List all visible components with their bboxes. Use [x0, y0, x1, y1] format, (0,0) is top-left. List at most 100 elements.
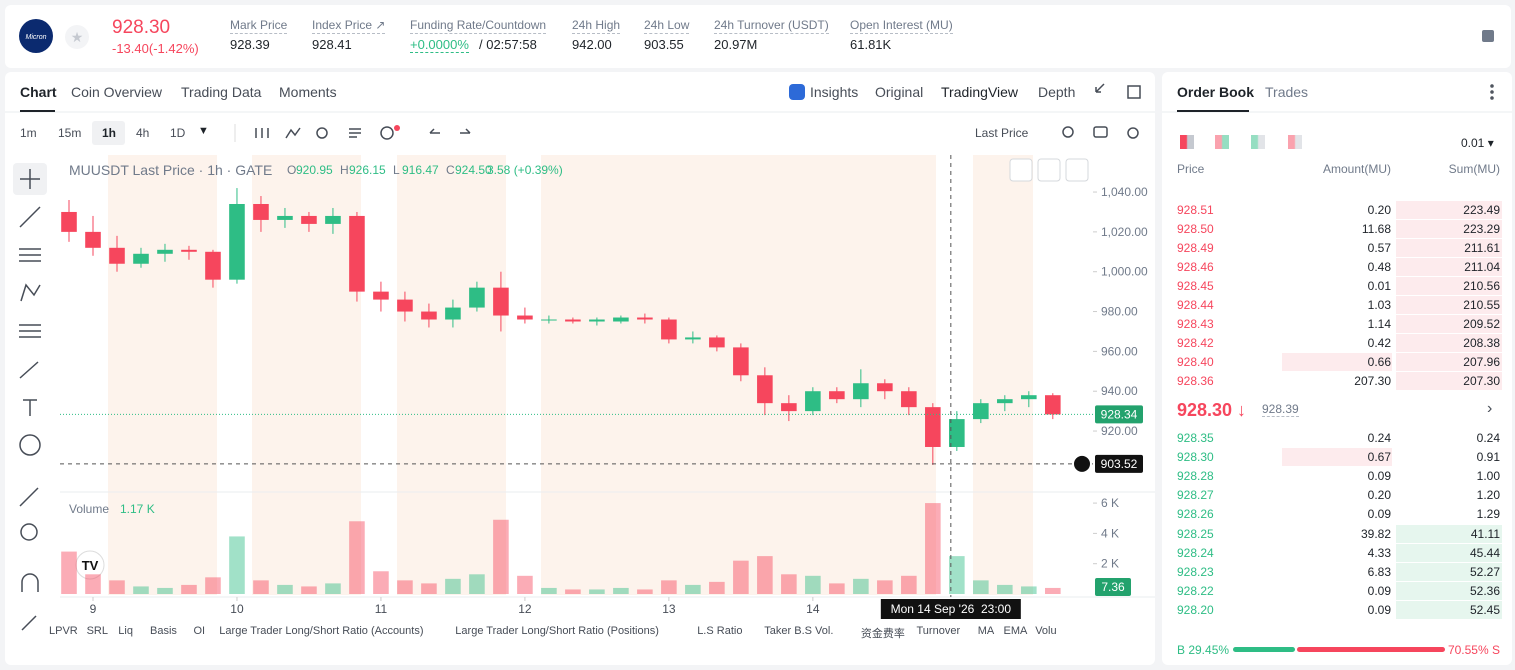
- interval[interactable]: 1m: [20, 126, 37, 140]
- volume-bar: [829, 583, 845, 594]
- chart-tab[interactable]: Moments: [279, 84, 337, 100]
- volume-bar: [877, 580, 893, 594]
- volume-bar: [949, 556, 965, 594]
- ob-amount: 0.20: [1367, 203, 1391, 217]
- chart-tab[interactable]: Chart: [20, 84, 57, 100]
- ob-sum: 223.49: [1463, 203, 1500, 217]
- indicator[interactable]: L.S Ratio: [697, 625, 743, 637]
- star: ★: [71, 29, 84, 45]
- y-tick-label: 6 K: [1101, 496, 1119, 510]
- candle-body: [661, 319, 677, 340]
- volume-bar: [661, 580, 677, 594]
- ohlc-key: C: [446, 163, 455, 177]
- ob-sum: 0.24: [1476, 431, 1500, 445]
- candle-body: [181, 249, 197, 252]
- ob-sum: 41.11: [1470, 526, 1500, 541]
- ohlc-value: 926.15: [349, 163, 386, 177]
- volume-bar: [589, 589, 605, 594]
- ob-amount: 0.09: [1367, 469, 1391, 484]
- candle-body: [925, 407, 941, 447]
- indicator[interactable]: Turnover: [916, 625, 961, 637]
- candle-body: [1021, 395, 1037, 400]
- toolbar-icons[interactable]: [255, 83, 1494, 140]
- interval[interactable]: 15m: [58, 126, 82, 140]
- volume-bar: [325, 583, 341, 594]
- ohlc-value: 920.95: [296, 163, 333, 177]
- candle-body: [1045, 395, 1061, 415]
- y-tick-label: 4 K: [1101, 526, 1119, 540]
- candle-body: [589, 319, 605, 322]
- volume-bar: [85, 574, 101, 594]
- volume-bar: [565, 589, 581, 594]
- indicator[interactable]: LPVR: [49, 625, 78, 637]
- tv-logo-text: TV: [82, 558, 99, 573]
- indicator[interactable]: Basis: [150, 625, 177, 637]
- ob-amount: 0.01: [1367, 279, 1391, 293]
- ob-amount: 0.48: [1367, 260, 1391, 274]
- volume-bar: [133, 586, 149, 594]
- view-tab[interactable]: Depth: [1038, 84, 1076, 100]
- y-tick-label: 980.00: [1101, 305, 1138, 319]
- crosshair-time-label: Mon 14 Sep '26 23:00: [891, 602, 1012, 616]
- candle-body: [253, 203, 269, 220]
- view-tab[interactable]: Insights: [810, 84, 859, 100]
- note-icon[interactable]: [1482, 30, 1494, 42]
- ob-tab[interactable]: Trades: [1265, 84, 1309, 100]
- stat-value: 942.00: [572, 37, 612, 52]
- tab-underline: [1177, 110, 1249, 112]
- ohlc-key: H: [340, 163, 349, 177]
- indicator[interactable]: EMA: [1003, 625, 1028, 637]
- chart-buttons[interactable]: [1009, 158, 1089, 182]
- view-tab[interactable]: Original: [875, 84, 924, 100]
- mark-price: 928.39: [1262, 402, 1299, 417]
- ob-column: Amount(MU): [1322, 162, 1391, 176]
- ob-price: 928.22: [1177, 583, 1214, 598]
- ob-amount: 0.66: [1367, 355, 1391, 369]
- price-source[interactable]: Last Price: [975, 126, 1029, 140]
- ohlc-value: 916.47: [402, 163, 439, 177]
- left-tools[interactable]: [13, 163, 47, 631]
- stat-value: 903.55: [644, 37, 684, 52]
- ob-amount: 0.09: [1367, 583, 1391, 598]
- ob-column: Price: [1177, 162, 1205, 176]
- interval[interactable]: 1h: [102, 126, 117, 140]
- ob-view[interactable]: [1215, 135, 1229, 149]
- chart-tab[interactable]: Trading Data: [181, 84, 262, 100]
- indicator[interactable]: SRL: [86, 625, 108, 637]
- favorite[interactable]: [65, 25, 89, 49]
- interval[interactable]: 4h: [136, 126, 150, 140]
- indicator[interactable]: 资金费率: [860, 628, 905, 640]
- indicator[interactable]: Large Trader Long/Short Ratio (Positions…: [455, 625, 659, 637]
- indicator[interactable]: MA: [977, 625, 995, 637]
- volume-bar: [805, 575, 821, 594]
- depth-bg: [1396, 334, 1502, 352]
- stat-label: Mark Price: [230, 18, 288, 34]
- chart-tab[interactable]: Coin Overview: [71, 84, 163, 100]
- ob-price: 928.28: [1177, 469, 1214, 484]
- volume-bar: [157, 587, 173, 594]
- indicator[interactable]: OI: [193, 625, 206, 637]
- ob-view[interactable]: [1251, 135, 1265, 149]
- dropdown: ▼: [198, 125, 209, 137]
- ob-sum: 208.38: [1463, 336, 1500, 350]
- interval[interactable]: 1D: [170, 126, 186, 140]
- indicator[interactable]: Volu: [1035, 625, 1057, 637]
- ob-price: 928.44: [1177, 298, 1214, 312]
- ob-sum: 52.27: [1469, 564, 1500, 579]
- indicator[interactable]: Taker B.S Vol.: [764, 625, 834, 637]
- chevron[interactable]: ›: [1487, 400, 1493, 417]
- candle-body: [709, 337, 725, 348]
- ob-tab[interactable]: Order Book: [1177, 84, 1255, 100]
- ob-amount: 207.30: [1354, 374, 1391, 388]
- indicator[interactable]: Large Trader Long/Short Ratio (Accounts): [219, 625, 424, 637]
- view-tab[interactable]: TradingView: [941, 84, 1019, 100]
- tv-logo: [75, 550, 105, 580]
- candle-body: [469, 287, 485, 308]
- ob-view[interactable]: [1180, 135, 1194, 149]
- indicator[interactable]: Liq: [118, 625, 133, 637]
- precision[interactable]: 0.01 ▾: [1461, 136, 1494, 150]
- ob-view[interactable]: [1288, 135, 1302, 149]
- volume-bar: [637, 589, 653, 594]
- volume-bar: [757, 556, 773, 594]
